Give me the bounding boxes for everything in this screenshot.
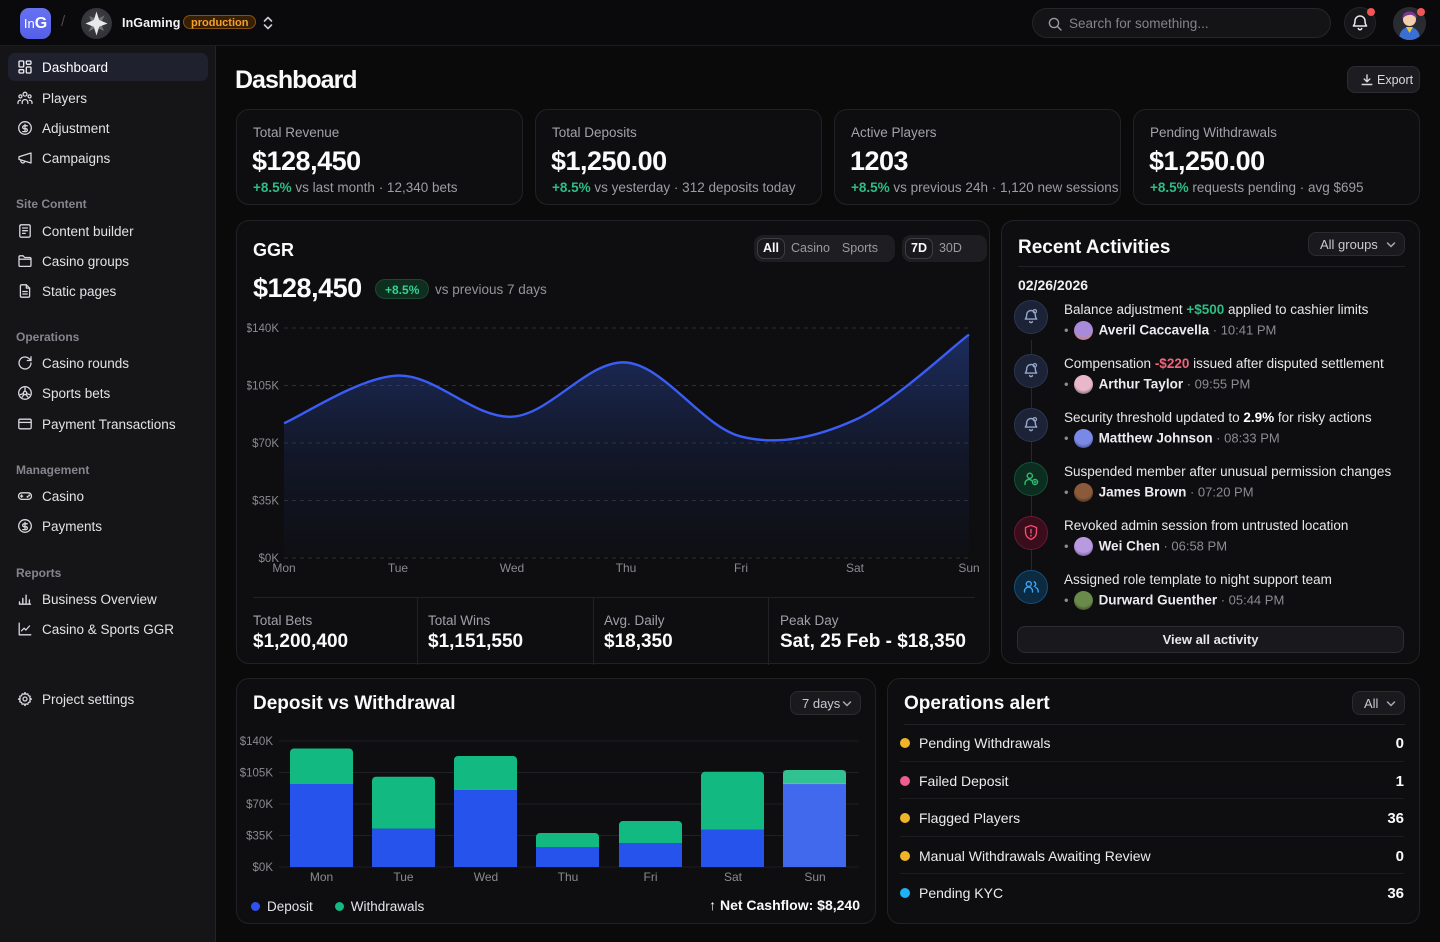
svg-text:Sun: Sun bbox=[958, 561, 979, 575]
svg-text:Fri: Fri bbox=[644, 870, 658, 884]
svg-text:Mon: Mon bbox=[272, 561, 295, 575]
svg-text:Wed: Wed bbox=[474, 870, 498, 884]
svg-text:$70K: $70K bbox=[252, 438, 279, 450]
svg-text:Sun: Sun bbox=[804, 870, 825, 884]
svg-text:$0K: $0K bbox=[259, 553, 280, 565]
svg-text:$35K: $35K bbox=[246, 831, 273, 843]
svg-text:$35K: $35K bbox=[252, 496, 279, 508]
svg-text:Sat: Sat bbox=[846, 561, 865, 575]
svg-text:Sat: Sat bbox=[724, 870, 743, 884]
svg-text:$0K: $0K bbox=[253, 862, 274, 874]
svg-text:$105K: $105K bbox=[247, 381, 279, 393]
svg-text:Wed: Wed bbox=[500, 561, 524, 575]
svg-text:Fri: Fri bbox=[734, 561, 748, 575]
svg-text:$140K: $140K bbox=[240, 736, 274, 748]
svg-text:Thu: Thu bbox=[616, 561, 637, 575]
svg-text:$105K: $105K bbox=[240, 768, 274, 780]
svg-text:$70K: $70K bbox=[246, 799, 273, 811]
svg-text:Tue: Tue bbox=[388, 561, 409, 575]
svg-text:Mon: Mon bbox=[310, 870, 333, 884]
svg-text:Thu: Thu bbox=[558, 870, 579, 884]
svg-text:Tue: Tue bbox=[393, 870, 414, 884]
svg-text:$140K: $140K bbox=[247, 323, 279, 335]
